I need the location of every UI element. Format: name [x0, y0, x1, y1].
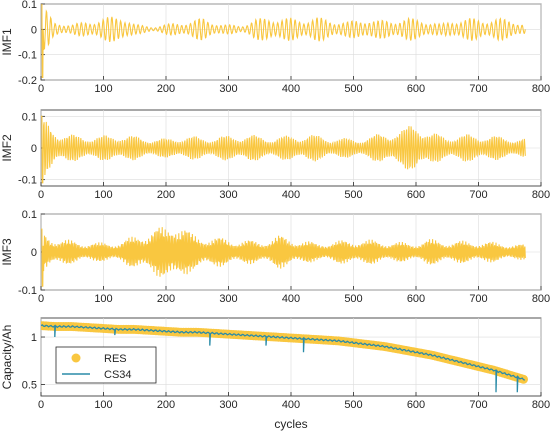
- x-tick-label: 700: [469, 189, 487, 201]
- y-tick-label: 0: [31, 143, 37, 155]
- x-tick-label: 300: [219, 399, 237, 411]
- x-axis-label: cycles: [274, 417, 307, 431]
- x-tick-label: 300: [219, 189, 237, 201]
- imf-signal-line: [41, 227, 526, 287]
- x-tick-label: 500: [344, 399, 362, 411]
- legend-cs34-label: CS34: [104, 369, 132, 381]
- legend-res-swatch: [71, 353, 81, 363]
- x-tick-label: 400: [282, 293, 300, 305]
- y-tick-label: -0.2: [18, 75, 37, 87]
- x-tick-label: 300: [219, 293, 237, 305]
- plot-area: [41, 321, 528, 393]
- y-tick-label: -0.1: [18, 50, 37, 62]
- imf-signal-line: [41, 4, 526, 79]
- x-tick-label: 700: [469, 399, 487, 411]
- x-tick-label: 600: [407, 83, 425, 95]
- legend: RES CS34: [55, 346, 157, 384]
- x-tick-label: 200: [157, 83, 175, 95]
- x-tick-label: 600: [407, 293, 425, 305]
- x-tick-label: 800: [532, 399, 550, 411]
- plot-area: [41, 4, 526, 79]
- x-tick-label: 800: [532, 189, 550, 201]
- y-tick-label: 1: [31, 332, 37, 344]
- y-tick-label: 0.1: [22, 111, 37, 123]
- x-tick-label: 200: [157, 293, 175, 305]
- x-tick-label: 400: [282, 83, 300, 95]
- x-tick-label: 600: [407, 189, 425, 201]
- x-tick-label: 100: [94, 189, 112, 201]
- x-tick-label: 200: [157, 189, 175, 201]
- subplot-1: 0 100 200 300 400 500 600 700 800 -0.2 -0.1 0 0.1 IMF…: [0, 0, 550, 95]
- plot-area: [41, 227, 526, 287]
- y-tick-label: 0.1: [22, 209, 37, 221]
- y-axis-label: IMF2: [0, 134, 14, 162]
- x-tick-label: 700: [469, 293, 487, 305]
- y-tick-label: -0.1: [18, 175, 37, 187]
- x-tick-label: 400: [282, 399, 300, 411]
- y-tick-label: 0: [31, 247, 37, 259]
- x-tick-label: 700: [469, 83, 487, 95]
- y-axis-label: Capacity/Ah: [0, 325, 14, 390]
- x-tick-label: 0: [38, 189, 44, 201]
- x-tick-label: 500: [344, 293, 362, 305]
- cs34-line: [41, 324, 526, 393]
- y-tick-label: 0: [31, 24, 37, 36]
- y-axis-label: IMF1: [0, 28, 14, 56]
- x-tick-label: 800: [532, 83, 550, 95]
- y-axis-label: IMF3: [0, 238, 14, 266]
- legend-res-label: RES: [104, 353, 127, 365]
- x-tick-label: 200: [157, 399, 175, 411]
- x-tick-label: 100: [94, 399, 112, 411]
- legend-box: [55, 346, 157, 384]
- x-tick-label: 100: [94, 293, 112, 305]
- x-tick-label: 500: [344, 83, 362, 95]
- x-tick-label: 800: [532, 293, 550, 305]
- y-tick-label: -0.1: [18, 285, 37, 297]
- x-tick-label: 0: [38, 293, 44, 305]
- x-tick-label: 0: [38, 83, 44, 95]
- x-tick-label: 500: [344, 189, 362, 201]
- x-tick-label: 300: [219, 83, 237, 95]
- y-tick-label: 0.1: [22, 0, 37, 11]
- x-tick-label: 400: [282, 189, 300, 201]
- plot-area: [41, 115, 526, 184]
- x-tick-label: 100: [94, 83, 112, 95]
- y-tick-label: 0.5: [22, 380, 37, 392]
- x-tick-label: 0: [38, 399, 44, 411]
- subplot-4: 0 100 200 300 400 500 600 700 800 0.5 1 RES CS34 Capa…: [0, 317, 550, 431]
- x-tick-label: 600: [407, 399, 425, 411]
- imf-signal-line: [41, 115, 526, 184]
